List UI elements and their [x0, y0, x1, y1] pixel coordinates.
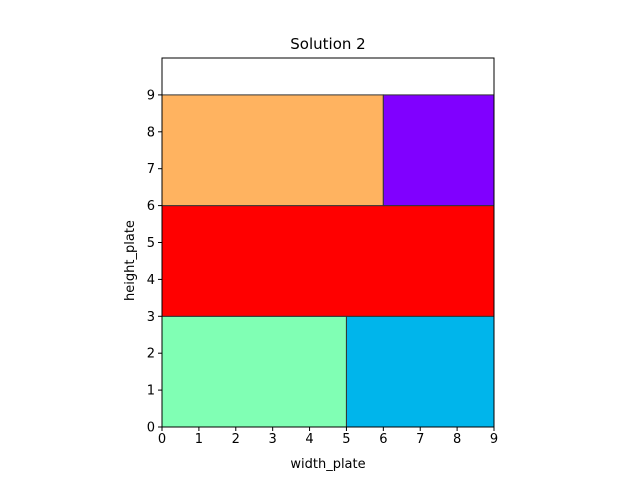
x-tick-label: 0: [158, 432, 166, 447]
rectangle-1: [161, 315, 347, 428]
x-tick-label: 3: [269, 432, 277, 447]
x-tick-label: 9: [490, 432, 498, 447]
y-tick-label: 0: [147, 421, 155, 436]
x-axis-label: width_plate: [290, 457, 365, 472]
y-tick-label: 3: [147, 310, 155, 325]
y-axis-label: height_plate: [123, 220, 138, 301]
y-tick-label: 7: [147, 162, 155, 177]
y-tick-label: 8: [147, 125, 155, 140]
x-tick-label: 4: [305, 432, 313, 447]
rectangle-5: [382, 94, 495, 207]
x-tick-label: 8: [453, 432, 461, 447]
x-tick-label: 5: [342, 432, 350, 447]
y-ticks: 0 1 2 3 4 5 6 7 8 9: [147, 88, 162, 436]
x-tick-label: 1: [195, 432, 203, 447]
rectangle-2: [345, 315, 495, 428]
y-tick-label: 2: [147, 347, 155, 362]
chart-title: Solution 2: [290, 35, 365, 53]
rectangles-layer: [161, 94, 495, 428]
x-tick-label: 6: [379, 432, 387, 447]
y-tick-label: 5: [147, 236, 155, 251]
y-tick-label: 6: [147, 199, 155, 214]
rectangle-3: [161, 205, 495, 317]
x-tick-label: 2: [232, 432, 240, 447]
x-tick-label: 7: [416, 432, 424, 447]
x-ticks: 0 1 2 3 4 5 6 7 8 9: [158, 427, 498, 447]
rectangle-4: [161, 94, 384, 207]
y-tick-label: 1: [147, 384, 155, 399]
y-tick-label: 4: [147, 273, 155, 288]
y-tick-label: 9: [147, 88, 155, 103]
